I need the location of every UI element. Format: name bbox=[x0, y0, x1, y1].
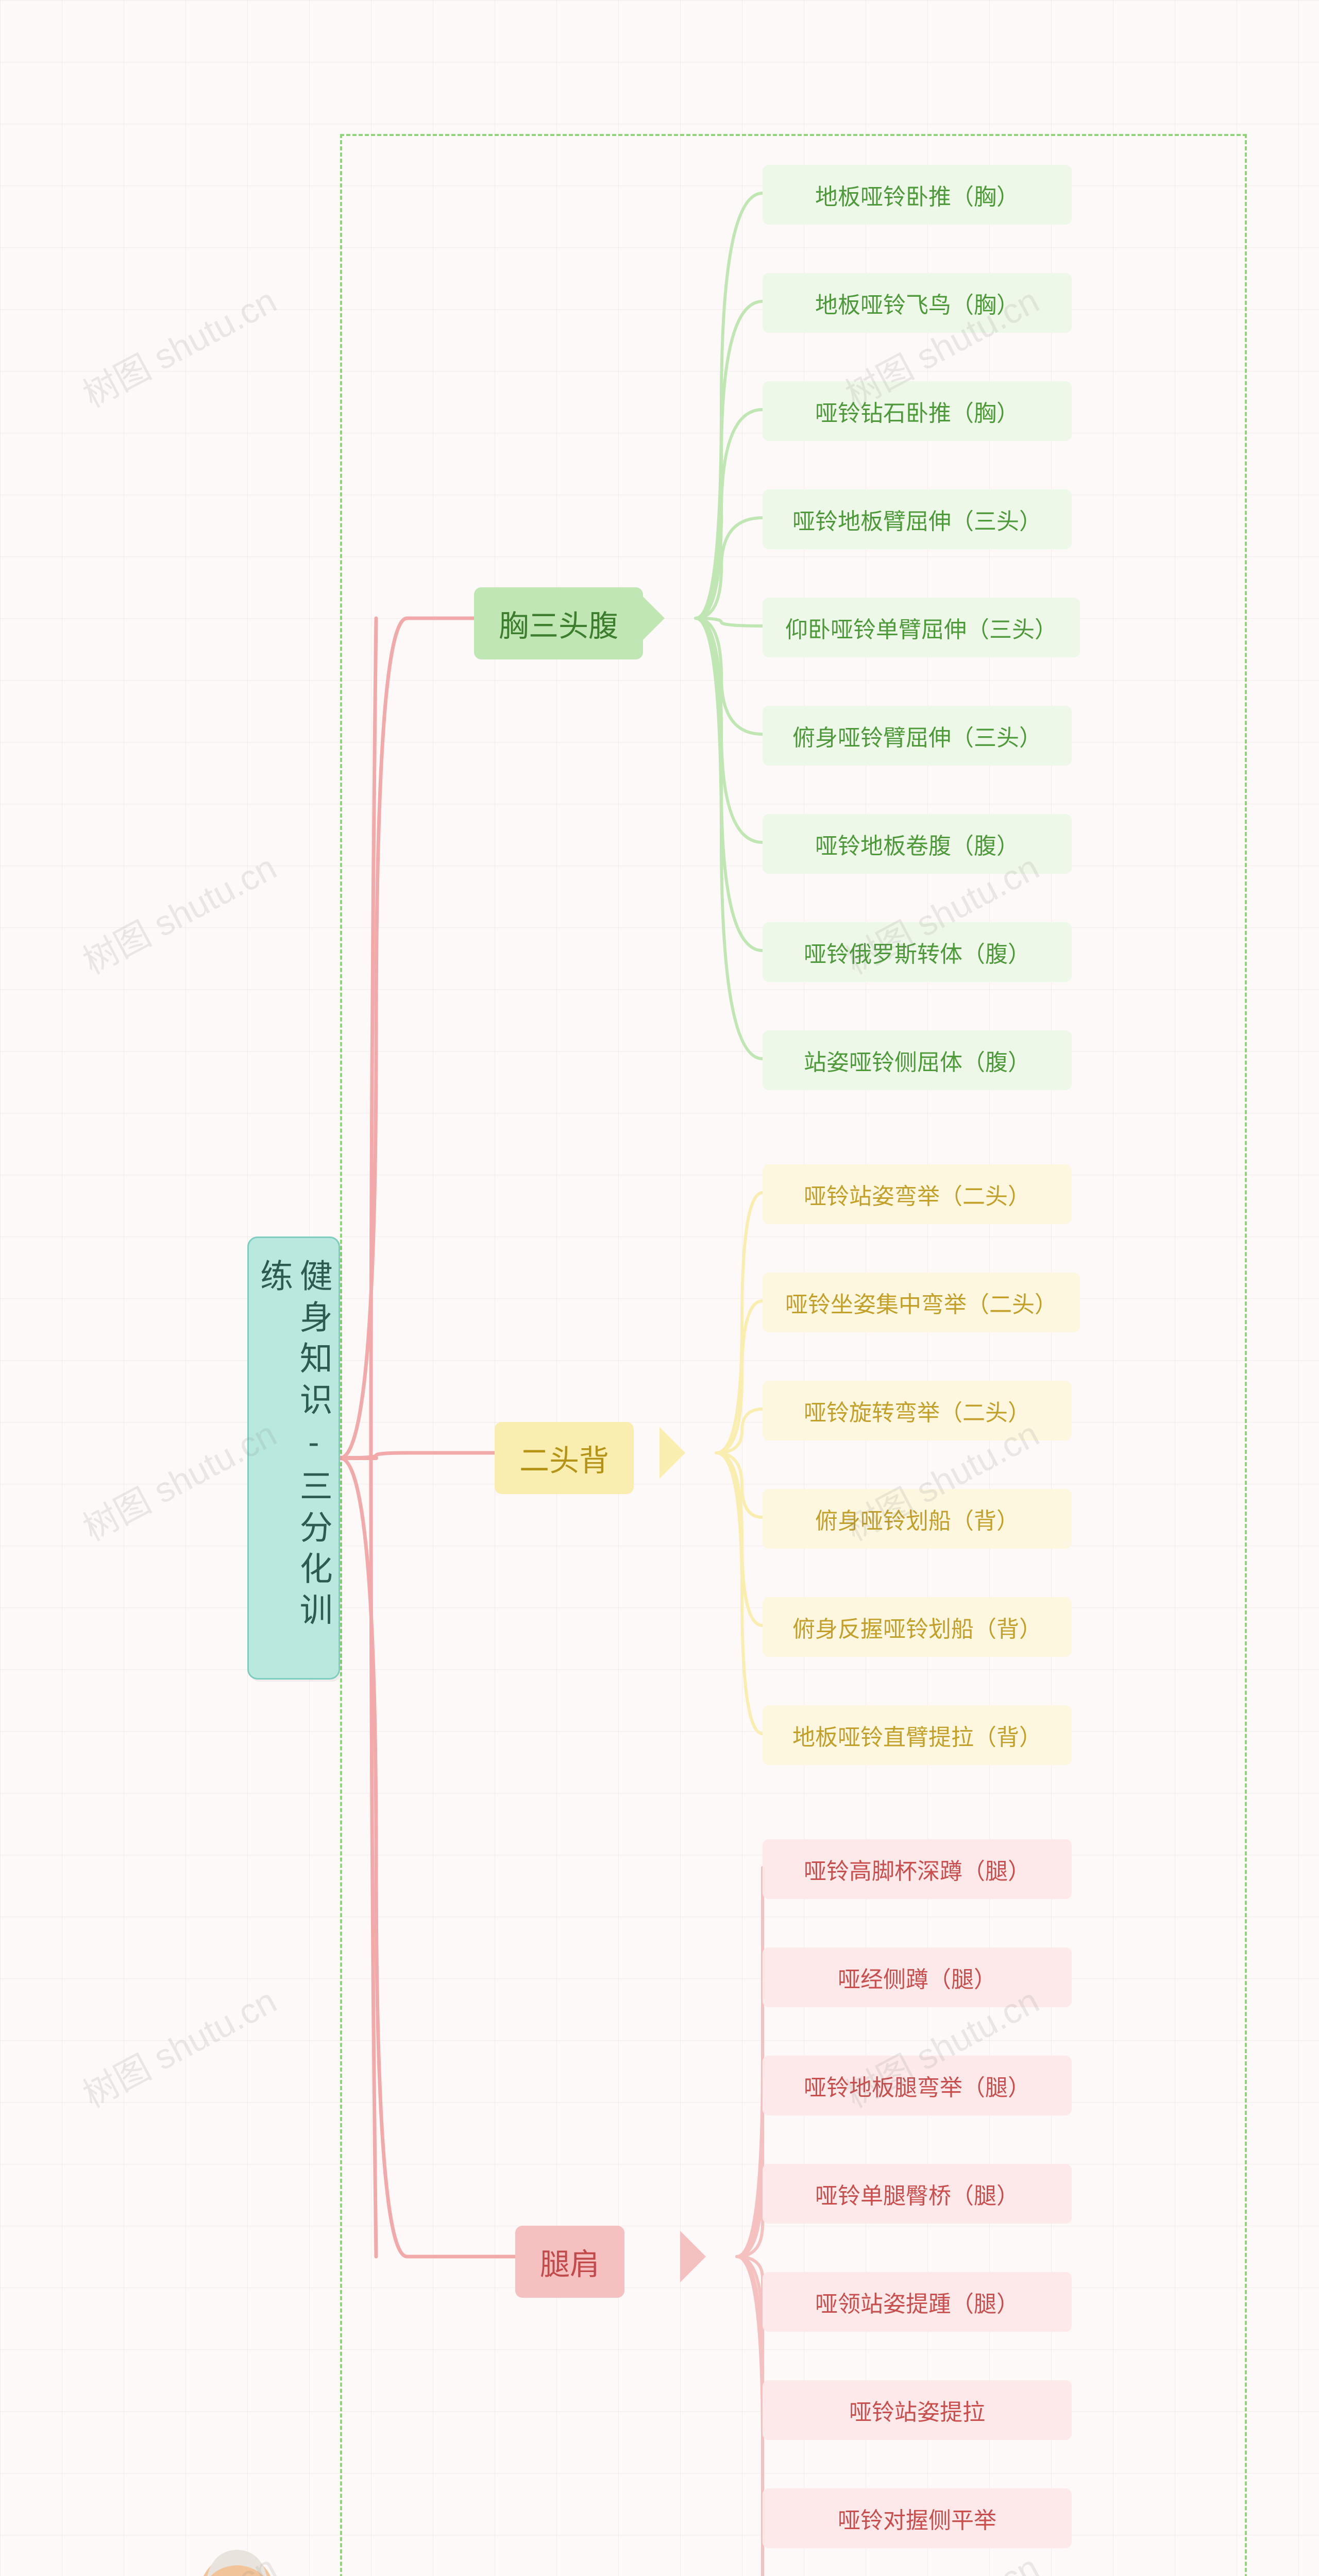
leaf-node: 俯身哑铃划船（背） bbox=[763, 1489, 1072, 1549]
leaf-node: 哑铃俄罗斯转体（腹） bbox=[763, 922, 1072, 982]
leaf-node: 哑铃站姿提拉 bbox=[763, 2380, 1072, 2440]
leaf-node: 哑铃钻石卧推（胸） bbox=[763, 381, 1072, 441]
leaf-node: 哑铃坐姿集中弯举（二头） bbox=[763, 1273, 1080, 1332]
leaf-node: 哑铃旋转弯举（二头） bbox=[763, 1381, 1072, 1440]
leaf-node: 哑铃地板卷腹（腹） bbox=[763, 814, 1072, 874]
leaf-node: 哑铃高脚杯深蹲（腿） bbox=[763, 1839, 1072, 1899]
branch-arrow-b1 bbox=[639, 592, 665, 644]
branch-node-b3: 腿肩 bbox=[515, 2226, 624, 2298]
leaf-node: 站姿哑铃侧屈体（腹） bbox=[763, 1030, 1072, 1090]
leaf-node: 地板哑铃卧推（胸） bbox=[763, 165, 1072, 225]
leaf-node: 哑铃站姿弯举（二头） bbox=[763, 1164, 1072, 1224]
branch-arrow-b3 bbox=[680, 2231, 706, 2282]
fitness-illustration bbox=[82, 2458, 453, 2576]
branch-node-b1: 胸三头腹 bbox=[474, 587, 643, 659]
leaf-node: 哑领站姿提踵（腿） bbox=[763, 2272, 1072, 2332]
leaf-node: 仰卧哑铃单臂屈伸（三头） bbox=[763, 598, 1080, 657]
leaf-node: 地板哑铃直臂提拉（背） bbox=[763, 1705, 1072, 1765]
leaf-node: 哑铃单腿臀桥（腿） bbox=[763, 2164, 1072, 2224]
leaf-node: 哑铃地板臂屈伸（三头） bbox=[763, 489, 1072, 549]
leaf-node: 哑铃对握侧平举 bbox=[763, 2488, 1072, 2548]
root-node: 健身知识-三分化训练 bbox=[247, 1236, 340, 1680]
leaf-node: 哑经侧蹲（腿） bbox=[763, 1947, 1072, 2007]
leaf-node: 哑铃地板腿弯举（腿） bbox=[763, 2056, 1072, 2115]
leaf-node: 俯身反握哑铃划船（背） bbox=[763, 1597, 1072, 1657]
root-label: 健身知识-三分化训练 bbox=[254, 1259, 333, 1657]
leaf-node: 俯身哑铃臂屈伸（三头） bbox=[763, 706, 1072, 766]
leaf-node: 地板哑铃飞鸟（胸） bbox=[763, 273, 1072, 333]
branch-arrow-b2 bbox=[660, 1427, 685, 1479]
branch-node-b2: 二头背 bbox=[495, 1422, 634, 1494]
